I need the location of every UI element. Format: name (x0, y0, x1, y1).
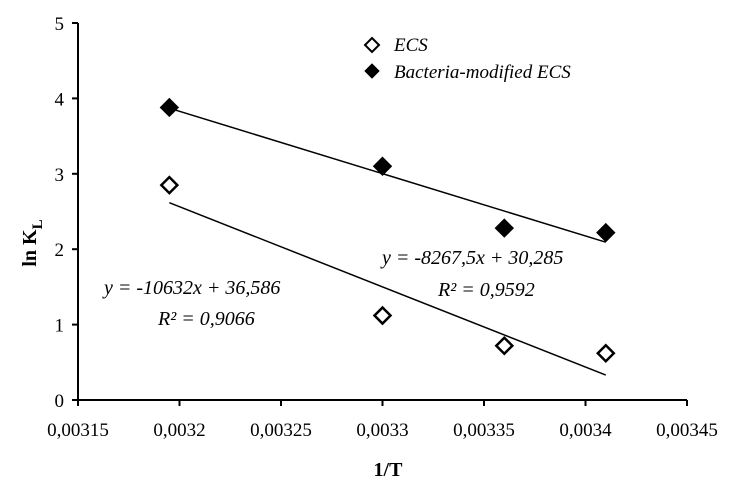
x-tick-label: 0,00345 (656, 420, 718, 441)
equation-ecs: y = -10632x + 36,586 (102, 277, 280, 299)
x-tick-label: 0,0032 (153, 420, 205, 441)
y-tick-label: 2 (55, 240, 65, 261)
trendlines (169, 107, 607, 376)
x-tick-label: 0,00325 (250, 420, 312, 441)
legend-label-ecs: ECS (393, 35, 428, 56)
legend: ECS Bacteria-modified ECS (363, 35, 571, 83)
data-point-series-0 (494, 335, 515, 356)
legend-item-bacteria-modified-ecs: Bacteria-modified ECS (364, 62, 571, 83)
r2-bacteria-modified-ecs: R² = 0,9592 (437, 279, 535, 301)
y-axis-title-subscript: L (30, 219, 46, 229)
trendline-series-0 (169, 201, 607, 376)
data-point-series-1 (372, 156, 393, 176)
data-point-series-1 (494, 218, 515, 238)
data-point-series-1 (159, 97, 180, 118)
x-tick-label: 0,00335 (453, 420, 515, 441)
x-tick-label: 0,00315 (47, 420, 109, 441)
trendline-equation-ecs: y = -10632x + 36,586 R² = 0,9066 (102, 277, 280, 330)
trendline-equation-bacteria-modified-ecs: y = -8267,5x + 30,285 R² = 0,9592 (380, 247, 563, 301)
data-point-series-1 (596, 222, 616, 243)
x-tick-label: 0,0033 (356, 420, 408, 441)
legend-marker-bacteria-modified-ecs (364, 63, 380, 79)
y-tick-label: 0 (55, 391, 65, 412)
x-axis: 0,00315 0,0032 0,00325 0,0033 0,00335 0,0034 0… (47, 399, 718, 441)
y-axis: 0 1 2 3 4 5 (55, 14, 79, 412)
x-axis-title: 1/T (374, 459, 404, 481)
legend-item-ecs: ECS (363, 35, 428, 56)
legend-marker-ecs (363, 36, 381, 54)
data-point-series-0 (159, 175, 180, 195)
r2-ecs: R² = 0,9066 (157, 308, 255, 330)
y-tick-label: 1 (55, 316, 65, 337)
trendline-series-1 (169, 107, 607, 243)
x-tick-label: 0,0034 (559, 420, 612, 441)
equation-bacteria-modified-ecs: y = -8267,5x + 30,285 (380, 247, 563, 269)
data-points (159, 97, 616, 364)
y-axis-title-main: ln K (19, 229, 41, 267)
y-tick-label: 3 (55, 165, 65, 186)
data-point-series-0 (372, 305, 393, 326)
y-tick-label: 4 (55, 89, 65, 110)
y-axis-title: ln KL (19, 219, 46, 266)
data-point-series-0 (596, 343, 616, 364)
y-tick-label: 5 (55, 14, 65, 35)
legend-label-bacteria-modified-ecs: Bacteria-modified ECS (394, 62, 571, 83)
